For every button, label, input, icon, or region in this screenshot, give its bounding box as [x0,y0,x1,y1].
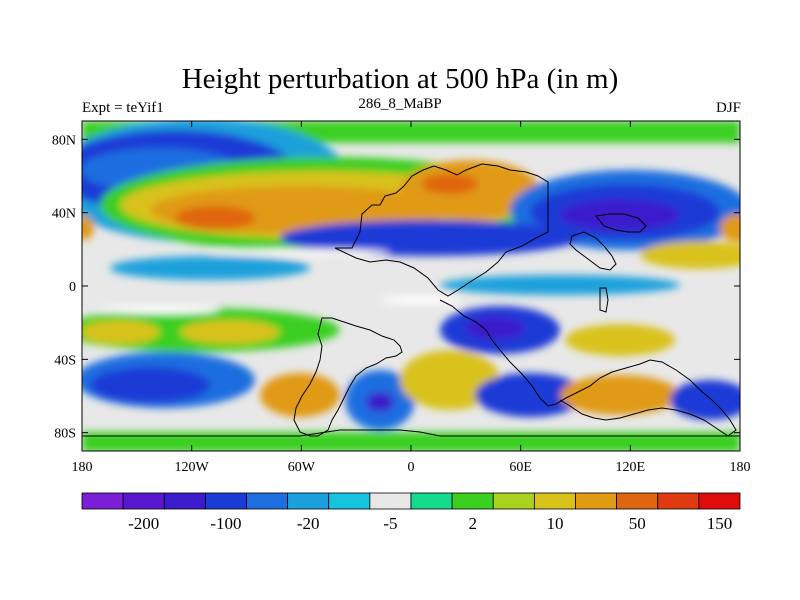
colorbar-box [163,492,206,510]
coastline-north-america [334,163,549,297]
lon-tick-label: 120W [175,460,210,475]
white-streak-2 [100,306,220,314]
white-streak-3 [380,296,460,304]
continent-outlines [82,163,740,437]
east-yellow [640,241,740,269]
east-edge-orange [720,214,740,242]
coastline-island-east [569,231,617,271]
colorbar-box [492,492,535,510]
colorbar-label: 50 [629,514,646,533]
colorbar-label: -20 [297,514,320,533]
lon-tick-label: 60W [288,460,316,475]
colorbar-box [246,492,289,510]
coastline-island-north [595,213,647,233]
period-label: 286_8_MaBP [358,96,442,112]
colorbar-box [698,492,741,510]
map-title: Height perturbation at 500 hPa (in m) [181,63,619,95]
south-blue-3-core [465,316,525,340]
axis-ticks: 80N 40N 0 40S 80S 180 120W 60W 0 60E 120E 180 [52,121,751,475]
contour-field [82,121,740,451]
west-edge-orange [82,216,94,240]
tropic-cyan-west [110,256,310,280]
colorbar-label: 10 [546,514,563,533]
south-blue-4 [475,373,585,417]
lon-tick-label: 180 [72,460,93,475]
tropic-cyan-east [440,275,680,295]
lat-tick-label: 40N [52,207,76,222]
colorbar-box [451,492,494,510]
colorbar-box [616,492,659,510]
colorbar-box [533,492,576,510]
lon-tick-label: 120E [616,460,646,475]
south-orange-2 [560,375,680,415]
south-orange-1 [260,373,340,417]
south-blue-5 [670,380,740,420]
ridge-dark [175,206,255,230]
colorbar-box [287,492,330,510]
colorbar-box [81,492,124,510]
coastline-antarctica [82,429,740,437]
contour-blobs [82,121,740,451]
coastline-south-america [293,317,403,437]
colorbar-label: -100 [210,514,241,533]
coastline-africa-eurasia [439,299,737,437]
colorbar-label: -200 [128,514,159,533]
colorbar-label: -5 [383,514,397,533]
colorbar: -200 -100 -20 -5 2 10 50 150 [81,492,741,533]
south-green-low [82,432,740,451]
experiment-label: Expt = teYif1 [82,100,164,116]
colorbar-box [575,492,618,510]
south-yellow-2 [180,320,280,344]
ridge-ne-dark [422,174,478,194]
lat-tick-label: 80S [54,427,76,442]
coastline-island-small [599,287,609,313]
season-label: DJF [715,100,741,116]
lat-tick-label: 0 [69,280,76,295]
colorbar-box [410,492,453,510]
white-streak-1 [210,249,390,255]
lat-tick-label: 80N [52,133,76,148]
lon-tick-label: 0 [408,460,415,475]
south-yellow-4 [565,324,675,356]
colorbar-box [369,492,412,510]
trough-mid-blue [280,220,580,256]
lon-tick-label: 180 [730,460,751,475]
south-blue-2-core [366,392,394,412]
colorbar-box [122,492,165,510]
colorbar-label: 150 [707,514,733,533]
south-yellow-1 [82,320,160,344]
colorbar-label: 2 [468,514,477,533]
colorbar-box [328,492,371,510]
colorbar-box [204,492,247,510]
south-blue-1-core [90,367,210,403]
colorbar-box [657,492,700,510]
lon-tick-label: 60E [509,460,532,475]
trough-east-core [560,199,680,231]
lat-tick-label: 40S [54,353,76,368]
